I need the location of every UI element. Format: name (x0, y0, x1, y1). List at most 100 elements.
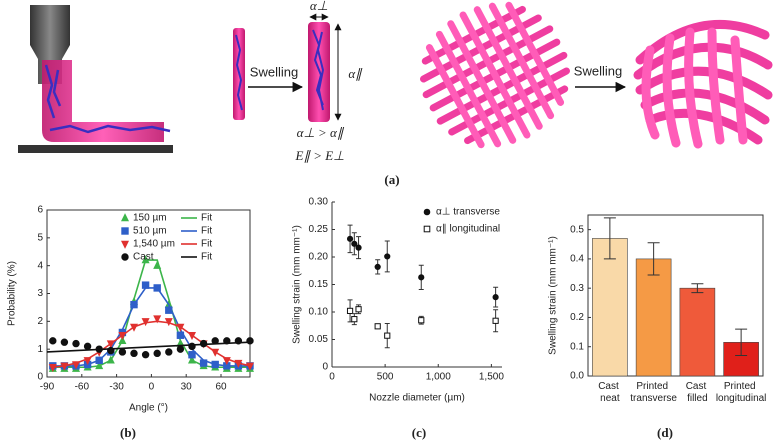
marker (351, 240, 358, 247)
fit-line (52, 320, 251, 369)
legend-marker (120, 213, 130, 222)
diagram-text: α⊥ (310, 0, 328, 13)
fibers (44, 64, 171, 134)
y-tick-label: 2 (37, 316, 43, 327)
y-tick-label: 0.4 (570, 254, 584, 265)
y-axis-label: Swelling strain (mm mm⁻¹) (292, 225, 303, 344)
marker (188, 351, 196, 359)
marker (72, 339, 80, 348)
panel-label: (c) (412, 425, 426, 440)
x-axis-label: Angle (°) (129, 403, 168, 414)
x-tick-label: 30 (181, 382, 193, 393)
marker (351, 316, 358, 323)
x-tick-label: 60 (215, 382, 227, 393)
diagram-text: Swelling (574, 63, 622, 78)
marker (492, 317, 499, 324)
y-tick-label: 0.2 (570, 312, 584, 323)
y-tick-label: 0.5 (570, 224, 584, 235)
bar (679, 287, 716, 377)
error-bar (647, 242, 660, 276)
legend-label: 510 µm (133, 226, 167, 237)
diagram-text: Swelling (250, 64, 298, 79)
x-tick-label: 0 (329, 372, 335, 383)
x-tick-label: Printed transverse (630, 381, 677, 404)
marker (418, 317, 425, 324)
y-tick-label: 0.25 (309, 224, 329, 235)
y-tick-label: 0.1 (570, 341, 584, 352)
x-tick-label: 1,500 (479, 372, 504, 383)
marker (355, 244, 362, 251)
legend-label: α⊥ transverse (436, 207, 500, 218)
print-filament (42, 60, 164, 142)
marker (176, 345, 185, 353)
y-axis-label: Swelling strain (mm mm⁻¹) (548, 236, 559, 355)
marker (118, 348, 127, 356)
legend-label: Fit (201, 239, 212, 250)
error-bar (603, 217, 616, 260)
lattice (420, 1, 570, 149)
x-tick-label: 0 (149, 382, 155, 393)
fit-line (46, 341, 251, 353)
y-tick-label: 0.30 (309, 197, 329, 208)
plot-frame (587, 214, 764, 377)
marker (346, 307, 354, 314)
legend-label: Cast (133, 252, 154, 263)
y-tick-label: 1 (37, 344, 43, 355)
fibers (235, 34, 243, 111)
plate (18, 145, 173, 153)
legend-label: 1,540 µm (133, 239, 175, 250)
marker (83, 342, 92, 351)
marker (346, 235, 354, 242)
marker (384, 332, 391, 339)
y-tick-label: 5 (37, 232, 43, 243)
y-axis-label: Probability (%) (7, 261, 18, 326)
marker (141, 351, 150, 359)
marker (374, 263, 381, 270)
marker (130, 349, 138, 358)
marker (153, 315, 162, 324)
fit-line (52, 287, 250, 367)
bar (635, 258, 672, 377)
marker (418, 274, 425, 281)
x-tick-label: -60 (75, 382, 90, 393)
error-bar (691, 283, 704, 294)
legend-marker (121, 253, 129, 261)
legend-marker (120, 240, 130, 249)
legend-label: 150 µm (133, 213, 167, 224)
y-tick-label: 0.0 (570, 371, 584, 382)
marker (492, 294, 499, 301)
legend-marker (423, 208, 431, 216)
legend-label: Fit (201, 226, 212, 237)
y-tick-label: 0.15 (309, 279, 329, 290)
x-tick-label: -30 (109, 382, 124, 393)
marker (60, 338, 69, 346)
legend-label: Fit (201, 213, 212, 224)
marker (374, 323, 381, 330)
x-tick-label: Cast neat (598, 381, 621, 404)
y-tick-label: 4 (37, 260, 43, 271)
diagram-text: α∥ (348, 66, 363, 81)
diagram-a: Swelling α⊥ α∥ α⊥ > α∥ E∥ > E⊥ Swelling (18, 0, 773, 163)
y-tick-label: 0.10 (309, 307, 329, 318)
panel-label: (b) (120, 425, 136, 440)
marker (165, 348, 173, 356)
x-tick-label: 1,000 (426, 372, 451, 383)
marker (49, 337, 57, 345)
fibers (312, 29, 325, 111)
panel-label: (a) (384, 172, 399, 187)
diagram-text: α⊥ > α∥ (297, 125, 345, 140)
y-tick-label: 0 (37, 372, 43, 383)
legend-marker (121, 227, 129, 235)
marker (153, 349, 161, 358)
y-tick-label: 3 (37, 288, 43, 299)
fit-line (52, 259, 250, 369)
y-tick-label: 0.3 (570, 283, 584, 294)
x-tick-label: Cast filled (686, 381, 709, 404)
curled-lattice (633, 19, 773, 149)
marker (355, 306, 362, 313)
diagram-text: E∥ > E⊥ (295, 148, 345, 163)
legend-marker (423, 225, 431, 233)
x-tick-label: 500 (377, 372, 394, 383)
legend-label: α∥ longitudinal (436, 224, 500, 235)
